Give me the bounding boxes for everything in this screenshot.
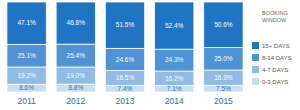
bar-segment: [155, 86, 194, 92]
legend-label: 4-7 DAYS: [262, 67, 288, 73]
chart-svg: 8.6% 8.8% 7.4% 7.1% 7.5% 19.2% 19.0% 16.5% 16.2%…: [0, 0, 300, 110]
legend-label: 15+ DAYS: [262, 43, 290, 49]
data-label: 16.9%: [214, 74, 233, 81]
legend-swatch: [252, 54, 259, 61]
data-label: 8.8%: [68, 84, 83, 91]
bar-segment: [155, 71, 194, 86]
data-label: 25.0%: [214, 55, 233, 62]
bar-segment: [56, 67, 95, 84]
legend-title: BOOKINGWINDOW: [262, 10, 288, 23]
bar-segment: [56, 44, 95, 67]
data-label: 25.4%: [67, 52, 86, 59]
chart-container: 8.6% 8.8% 7.4% 7.1% 7.5% 19.2% 19.0% 16.5% 16.2%…: [0, 0, 300, 110]
data-label: 50.6%: [214, 21, 233, 28]
x-tick-label: 2015: [214, 96, 233, 106]
x-tick-label: 2013: [116, 96, 135, 106]
data-label: 47.1%: [17, 19, 36, 26]
x-tick-label: 2012: [66, 96, 85, 106]
legend-swatch: [252, 66, 259, 73]
legend-swatch: [252, 78, 259, 85]
bars: [7, 2, 243, 92]
bar-segment: [105, 48, 144, 70]
bar-segment: [155, 49, 194, 71]
legend: BOOKINGWINDOW 15+ DAYS 8-14 DAYS 4-7 DAYS 0-…: [252, 10, 292, 85]
data-label: 19.0%: [67, 72, 86, 79]
data-label: 7.4%: [118, 85, 133, 92]
bar-segment: [105, 2, 144, 48]
x-axis-labels: 2011 2012 2013 2014 2015: [17, 96, 233, 106]
data-label: 8.6%: [19, 84, 34, 91]
data-label: 51.5%: [116, 21, 135, 28]
legend-swatch: [252, 42, 259, 49]
bar-segment: [105, 70, 144, 85]
bar-segment: [204, 2, 243, 48]
bar-segment: [105, 85, 144, 92]
bar-segment: [7, 84, 46, 92]
bar-segment: [56, 84, 95, 92]
bar-segment: [204, 70, 243, 85]
bar-segment: [7, 67, 46, 84]
data-label: 7.1%: [167, 85, 182, 92]
bar-segment: [155, 2, 194, 49]
bar-segment: [7, 2, 46, 44]
data-label: 24.3%: [165, 56, 184, 63]
bar-segment: [56, 2, 95, 44]
x-tick-label: 2011: [17, 96, 36, 106]
data-label: 16.5%: [116, 74, 135, 81]
bar-segment: [204, 85, 243, 92]
legend-label: 0-3 DAYS: [262, 79, 288, 85]
data-label: 46.8%: [67, 19, 86, 26]
data-label: 19.2%: [17, 72, 36, 79]
data-label: 7.5%: [216, 85, 231, 92]
x-tick-label: 2014: [165, 96, 184, 106]
bar-segment: [7, 44, 46, 67]
data-label: 52.4%: [165, 22, 184, 29]
bar-segment: [204, 48, 243, 71]
data-label: 16.2%: [165, 75, 184, 82]
data-label: 24.6%: [116, 56, 135, 63]
data-labels: 8.6% 8.8% 7.4% 7.1% 7.5% 19.2% 19.0% 16.5% 16.2%…: [17, 19, 232, 92]
legend-label: 8-14 DAYS: [262, 55, 292, 61]
data-label: 25.1%: [17, 52, 36, 59]
